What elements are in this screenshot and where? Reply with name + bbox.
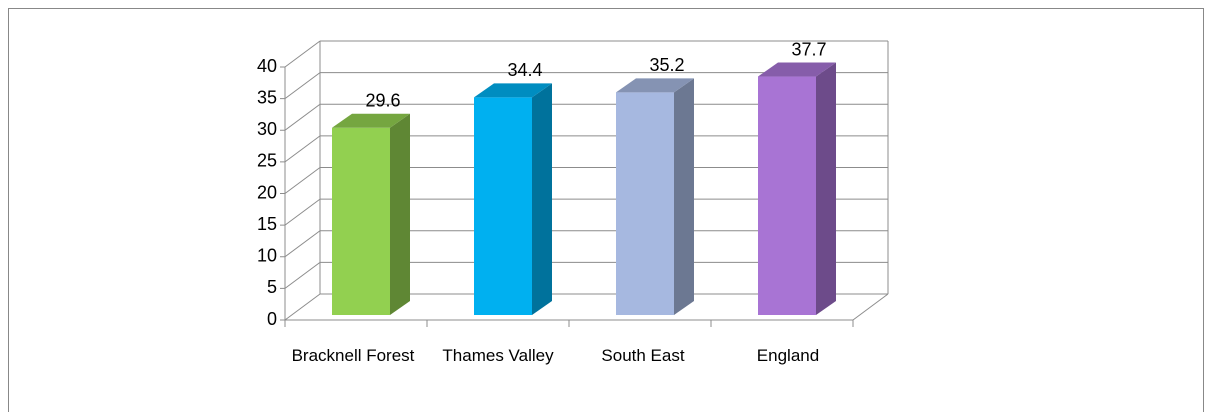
bar-side [674, 78, 694, 315]
bar-side [816, 62, 836, 315]
x-tick-label: Bracknell Forest [291, 346, 415, 365]
side-grid-line [284, 293, 321, 321]
data-label: 34.4 [507, 60, 542, 80]
bar-top [616, 78, 694, 93]
y-tick-label: 35 [257, 87, 277, 107]
y-tick-label: 40 [257, 56, 277, 76]
side-grid-line [284, 261, 321, 289]
bar-top [758, 62, 836, 77]
y-tick-label: 25 [257, 151, 277, 171]
side-grid-line [284, 135, 321, 163]
x-tick-label: South East [601, 346, 685, 365]
bar [332, 127, 390, 315]
side-grid-line [284, 198, 321, 226]
bar-top [332, 113, 410, 128]
floor-right [852, 293, 889, 321]
y-tick-label: 0 [267, 309, 277, 329]
y-tick-label: 10 [257, 246, 277, 266]
bar [616, 92, 674, 315]
side-grid-line [284, 230, 321, 258]
y-tick-label: 15 [257, 214, 277, 234]
side-grid-line [284, 72, 321, 100]
y-tick-label: 30 [257, 119, 277, 139]
side-grid-line [284, 40, 321, 68]
side-grid-line [284, 103, 321, 131]
data-label: 29.6 [365, 91, 400, 111]
bar-side [532, 83, 552, 315]
x-tick-label: Thames Valley [442, 346, 554, 365]
data-label: 37.7 [791, 39, 826, 59]
data-label: 35.2 [649, 55, 684, 75]
y-tick-label: 20 [257, 182, 277, 202]
chart-frame [8, 8, 1204, 412]
bar [758, 76, 816, 315]
bar-side [390, 113, 410, 315]
y-tick-label: 5 [267, 277, 277, 297]
side-grid-line [284, 167, 321, 194]
x-tick-label: England [756, 346, 820, 365]
bar-top [474, 83, 552, 98]
bar [474, 97, 532, 315]
